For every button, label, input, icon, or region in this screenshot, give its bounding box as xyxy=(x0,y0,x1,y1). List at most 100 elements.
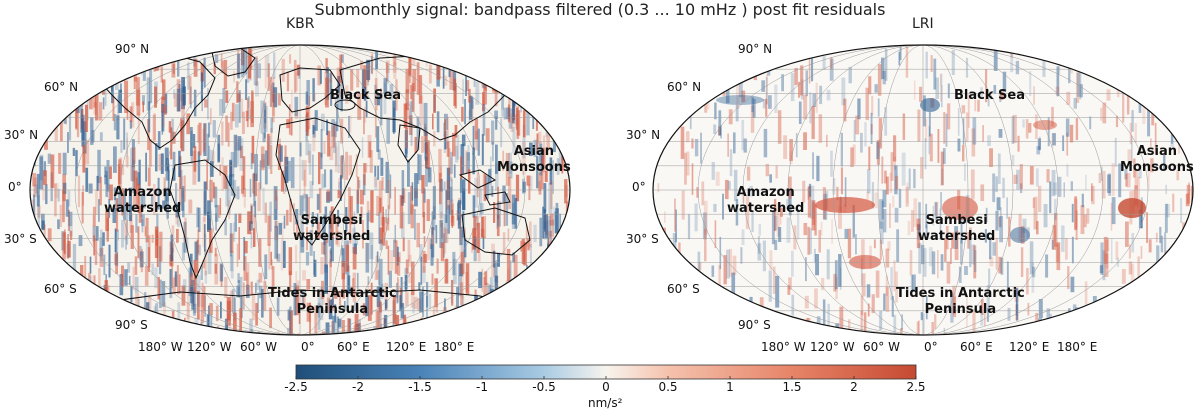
residual-streak xyxy=(92,53,96,83)
residual-streak xyxy=(943,112,946,144)
residual-streak xyxy=(106,160,110,192)
residual-streak xyxy=(1111,197,1116,225)
residual-streak xyxy=(320,257,324,275)
residual-streak xyxy=(163,105,167,115)
residual-streak xyxy=(1164,203,1168,233)
residual-streak xyxy=(440,211,443,227)
residual-streak xyxy=(192,134,196,148)
residual-streak xyxy=(876,141,880,160)
residual-streak xyxy=(197,124,200,143)
residual-streak xyxy=(653,208,656,230)
residual-streak xyxy=(751,56,754,67)
residual-streak xyxy=(482,310,486,334)
residual-streak xyxy=(478,271,483,289)
residual-streak xyxy=(139,245,142,261)
residual-streak xyxy=(733,169,738,202)
residual-streak xyxy=(1076,72,1080,103)
annotation-amazon: Amazon watershed xyxy=(727,185,804,217)
residual-streak xyxy=(214,54,219,63)
residual-streak xyxy=(711,162,715,180)
residual-streak xyxy=(479,203,484,215)
annotation-line: watershed xyxy=(727,201,805,216)
residual-streak xyxy=(77,334,82,335)
residual-streak xyxy=(461,230,466,263)
residual-streak xyxy=(682,262,684,282)
residual-streak xyxy=(696,187,699,198)
residual-streak xyxy=(229,159,233,186)
residual-streak xyxy=(363,110,365,135)
residual-streak xyxy=(85,104,88,132)
residual-streak xyxy=(289,271,292,292)
residual-streak xyxy=(879,239,882,261)
residual-streak xyxy=(815,254,819,276)
residual-streak xyxy=(444,259,449,284)
lat-label: 60° S xyxy=(44,282,77,296)
residual-streak xyxy=(878,118,883,149)
residual-streak xyxy=(435,224,438,244)
panel-title-lri: LRI xyxy=(912,16,934,32)
residual-streak xyxy=(473,59,476,87)
residual-streak xyxy=(1137,176,1140,209)
residual-streak xyxy=(419,95,424,126)
residual-streak xyxy=(1170,134,1175,147)
residual-streak xyxy=(233,312,237,335)
residual-streak xyxy=(548,312,551,334)
residual-streak xyxy=(807,226,810,255)
residual-streak xyxy=(471,243,473,253)
residual-streak xyxy=(321,242,325,255)
residual-streak xyxy=(733,295,738,315)
residual-streak xyxy=(1170,282,1173,316)
residual-streak xyxy=(497,186,499,219)
residual-streak xyxy=(544,293,547,323)
residual-streak xyxy=(424,123,427,142)
residual-streak xyxy=(249,318,253,334)
residual-streak xyxy=(569,298,570,327)
residual-streak xyxy=(360,189,364,205)
residual-streak xyxy=(740,247,743,264)
residual-streak xyxy=(1065,118,1070,137)
residual-streak xyxy=(89,256,92,274)
residual-streak xyxy=(280,170,284,192)
residual-streak xyxy=(691,138,694,149)
residual-streak xyxy=(964,266,968,275)
residual-streak xyxy=(61,231,65,251)
residual-streak xyxy=(1152,326,1157,335)
residual-streak xyxy=(1107,174,1111,193)
residual-streak xyxy=(920,157,924,179)
residual-streak xyxy=(209,161,214,177)
residual-streak xyxy=(697,45,701,58)
residual-streak xyxy=(407,108,411,120)
residual-streak xyxy=(377,305,382,333)
residual-streak xyxy=(1013,174,1018,184)
residual-streak xyxy=(58,152,62,174)
residual-streak xyxy=(475,322,479,335)
residual-streak xyxy=(117,95,120,121)
residual-streak xyxy=(113,146,117,173)
residual-streak xyxy=(204,233,207,256)
residual-streak xyxy=(489,292,493,327)
lat-label: 30° S xyxy=(626,232,659,246)
residual-streak xyxy=(321,280,324,299)
residual-streak xyxy=(928,125,930,155)
residual-streak xyxy=(998,129,1003,138)
residual-streak xyxy=(472,147,475,175)
residual-streak xyxy=(345,85,349,104)
residual-streak xyxy=(157,276,160,300)
residual-streak xyxy=(528,46,532,64)
residual-streak xyxy=(529,293,534,312)
residual-streak xyxy=(126,108,129,120)
residual-streak xyxy=(278,334,281,335)
residual-streak xyxy=(323,214,326,245)
residual-streak xyxy=(847,228,852,259)
residual-streak xyxy=(717,286,720,321)
residual-streak xyxy=(751,211,754,233)
residual-streak xyxy=(384,282,389,310)
residual-streak xyxy=(971,128,976,157)
residual-streak xyxy=(1170,102,1175,113)
residual-streak xyxy=(729,149,733,177)
residual-streak xyxy=(531,92,533,109)
residual-streak xyxy=(50,154,55,188)
residual-streak xyxy=(1002,71,1007,93)
residual-streak xyxy=(276,226,278,261)
residual-streak xyxy=(145,236,148,266)
